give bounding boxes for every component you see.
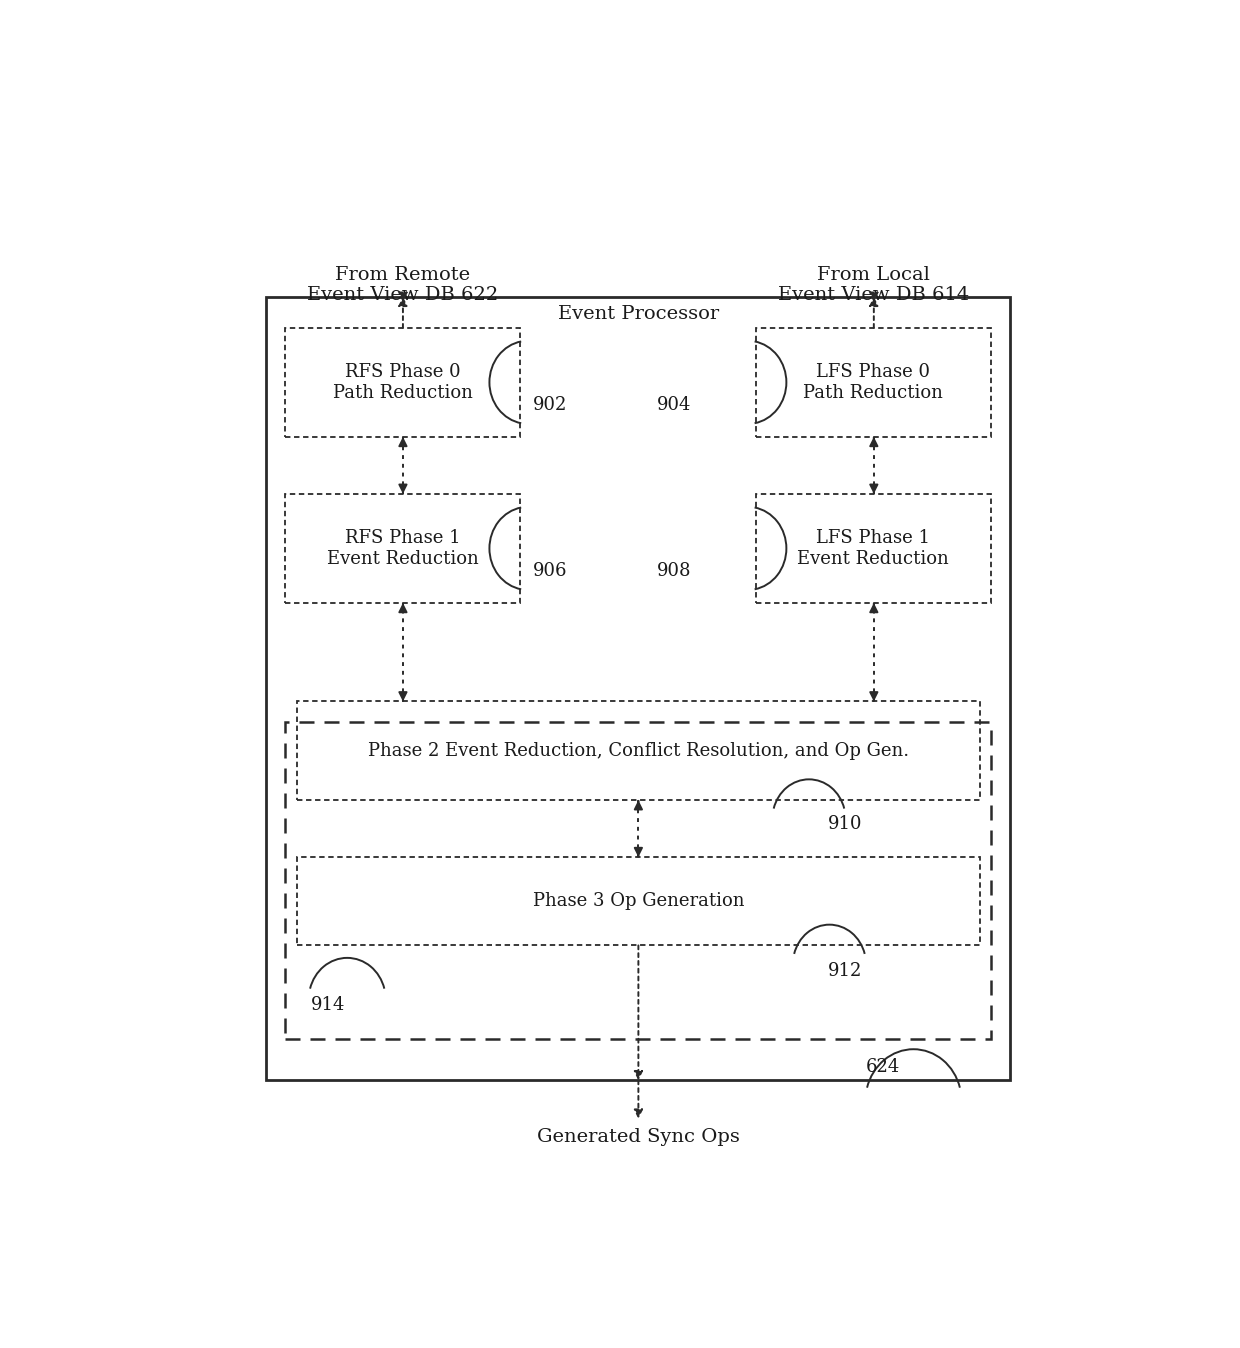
Text: 914: 914 [311, 996, 345, 1014]
Text: Phase 3 Op Generation: Phase 3 Op Generation [533, 892, 744, 910]
Bar [298, 857, 980, 945]
Text: RFS Phase 0
Path Reduction: RFS Phase 0 Path Reduction [332, 363, 472, 402]
Text: From Remote
Event View DB 622: From Remote Event View DB 622 [308, 266, 498, 305]
Text: LFS Phase 1
Event Reduction: LFS Phase 1 Event Reduction [797, 528, 950, 568]
Text: RFS Phase 1
Event Reduction: RFS Phase 1 Event Reduction [326, 528, 479, 568]
Bar [285, 328, 521, 437]
Text: 912: 912 [828, 962, 862, 980]
Text: 624: 624 [866, 1058, 900, 1076]
Text: LFS Phase 0
Path Reduction: LFS Phase 0 Path Reduction [804, 363, 944, 402]
Text: 902: 902 [533, 396, 567, 414]
Text: Phase 2 Event Reduction, Conflict Resolution, and Op Gen.: Phase 2 Event Reduction, Conflict Resolu… [368, 741, 909, 760]
Text: 908: 908 [657, 562, 691, 580]
Bar [755, 493, 991, 603]
Text: From Local
Event View DB 614: From Local Event View DB 614 [779, 266, 970, 305]
Text: 904: 904 [657, 396, 691, 414]
Bar [755, 328, 991, 437]
Text: 906: 906 [533, 562, 567, 580]
Text: Generated Sync Ops: Generated Sync Ops [537, 1128, 740, 1146]
Bar [298, 701, 980, 801]
Text: 910: 910 [828, 816, 862, 833]
Bar [285, 493, 521, 603]
Bar [285, 723, 991, 1039]
Text: Event Processor: Event Processor [558, 306, 719, 324]
Bar [265, 297, 1011, 1080]
